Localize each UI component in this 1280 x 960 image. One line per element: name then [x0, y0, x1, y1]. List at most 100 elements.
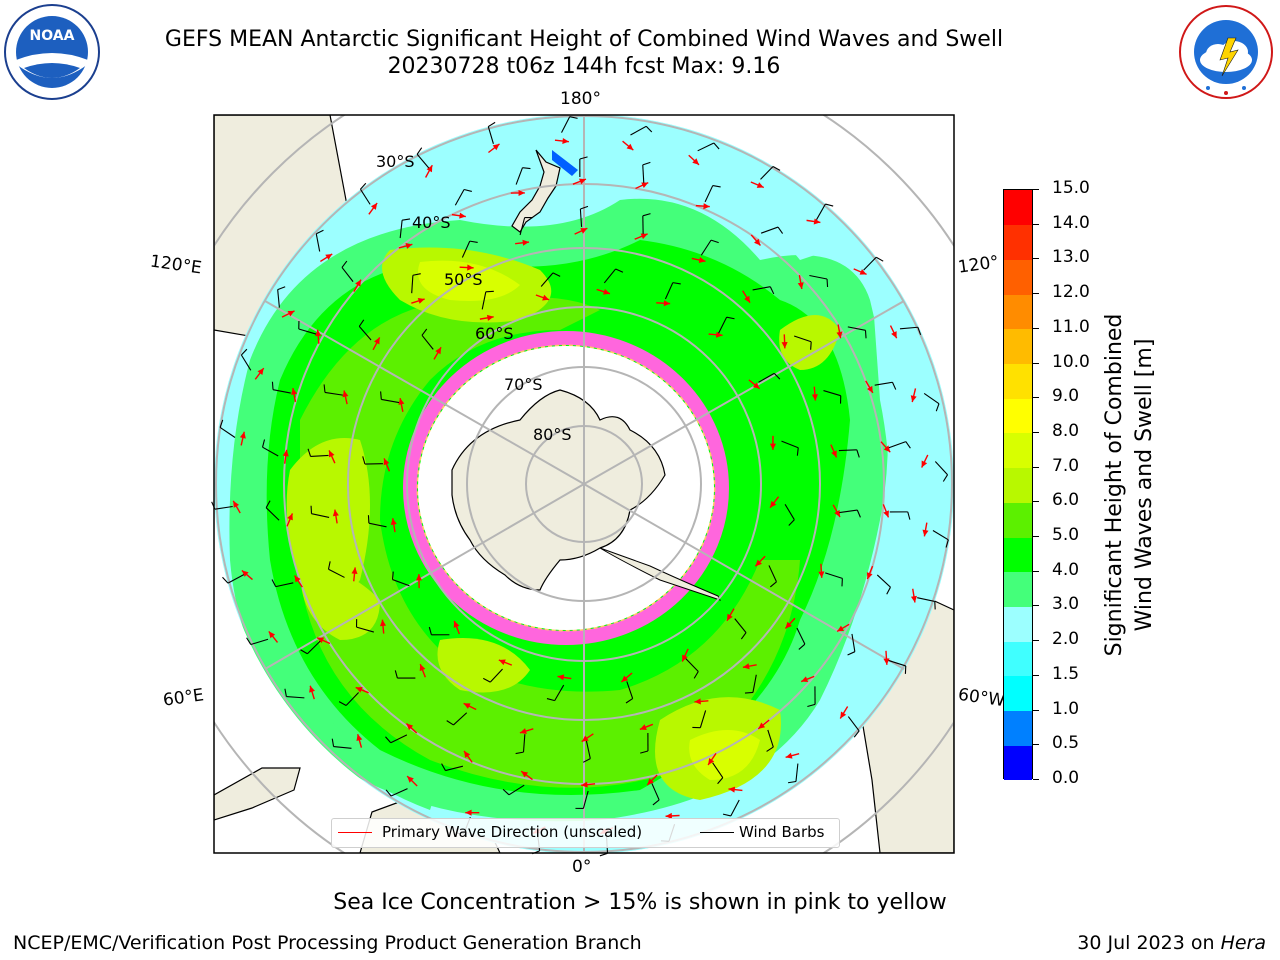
footer-machine: Hera	[1220, 932, 1266, 954]
wave-arrow	[535, 294, 550, 301]
noaa-logo: NOAA	[4, 4, 100, 100]
colorbar-band	[1004, 190, 1032, 226]
wave-arrow	[800, 675, 815, 683]
wind-barb	[766, 729, 774, 752]
wave-arrow	[315, 329, 322, 344]
footer-date: 30 Jul 2023 on Hera	[1077, 932, 1266, 954]
wave-arrow	[519, 728, 534, 734]
wave-arrow	[406, 775, 418, 787]
primary-wave-arrows	[232, 137, 929, 835]
wind-barb	[271, 579, 294, 588]
colorbar-band	[1004, 710, 1032, 746]
wave-arrow	[332, 509, 339, 524]
colorbar-tick-label: 11.0	[1052, 316, 1090, 337]
wave-arrow	[921, 454, 929, 468]
colorbar-tick	[1033, 674, 1039, 676]
wind-barb	[932, 530, 949, 548]
colorbar-tick-label: 7.0	[1052, 455, 1080, 476]
wind-barb	[362, 456, 383, 465]
wind-barb	[823, 390, 842, 404]
wave-arrow	[488, 143, 500, 154]
wave-arrow	[889, 325, 898, 339]
wind-barb	[394, 670, 416, 679]
wave-arrow	[708, 331, 723, 338]
wave-arrow	[830, 444, 838, 458]
wind-barb	[809, 274, 829, 288]
wind-barb	[546, 684, 565, 702]
lat-label-80s: 80°S	[533, 425, 572, 444]
wave-arrow	[695, 203, 710, 210]
wind-barb	[399, 218, 411, 239]
wave-arrow	[836, 324, 843, 339]
wind-barb	[630, 125, 653, 136]
wind-barb	[310, 505, 330, 518]
wave-arrow	[372, 337, 381, 351]
wave-arrow	[750, 181, 765, 189]
wave-arrow	[479, 314, 494, 321]
legend-barb-label: Wind Barbs	[739, 823, 825, 841]
wave-arrow	[665, 812, 680, 819]
wave-arrow	[390, 518, 397, 533]
wind-barb	[411, 273, 421, 294]
wind-barb	[642, 161, 651, 183]
wave-arrow	[453, 620, 461, 635]
wind-barb	[355, 619, 374, 633]
wind-barb	[781, 440, 799, 456]
wind-barb	[697, 142, 720, 152]
wave-arrow	[839, 706, 849, 719]
wave-arrow	[419, 663, 426, 678]
wave-arrow	[282, 449, 289, 464]
lon-label-180: 180°	[560, 89, 601, 109]
wind-barb	[863, 256, 884, 271]
footer-credit: NCEP/EMC/Verification Post Processing Pr…	[13, 932, 642, 954]
colorbar-tick	[1033, 779, 1039, 780]
wave-arrow	[691, 257, 706, 263]
wave-arrow	[463, 750, 473, 763]
wave-arrow	[424, 164, 433, 178]
wave-arrow	[781, 334, 788, 349]
wave-arrow	[368, 202, 378, 215]
wave-arrow	[355, 686, 369, 694]
colorbar-tick	[1033, 258, 1039, 260]
wave-arrow	[398, 243, 413, 249]
colorbar-tick	[1033, 189, 1039, 190]
chart-title: GEFS MEAN Antarctic Significant Height o…	[164, 27, 1004, 52]
wind-barb	[277, 286, 286, 308]
wave-arrow	[882, 504, 890, 518]
colorbar-band	[1004, 745, 1032, 781]
wave-arrow	[639, 723, 654, 731]
wave-arrow	[742, 663, 757, 670]
lon-label-0: 0°	[572, 857, 592, 877]
colorbar-band	[1004, 363, 1032, 399]
wave-arrow	[254, 367, 265, 380]
wind-barb	[515, 167, 531, 185]
wave-arrow	[415, 574, 423, 589]
wave-arrow	[754, 555, 766, 567]
wave-arrow	[785, 752, 800, 759]
wave-arrow	[463, 702, 477, 711]
wind-barb	[416, 147, 430, 169]
lat-label-60s: 60°S	[475, 324, 514, 343]
wave-arrow	[581, 781, 596, 788]
wind-barb	[700, 239, 719, 256]
wind-barb	[240, 348, 252, 371]
wave-arrow	[316, 637, 331, 645]
wave-arrow	[383, 458, 391, 472]
map-frame	[213, 114, 955, 854]
wind-barb	[502, 784, 525, 796]
wind-barb	[515, 734, 526, 755]
wave-arrow	[459, 264, 474, 271]
colorbar-tick	[1033, 223, 1039, 225]
colorbar-title-line1: Significant Height of Combined	[1102, 313, 1127, 657]
wave-arrow	[635, 182, 649, 190]
colorbar-tick-label: 4.0	[1052, 559, 1080, 580]
wind-barb	[582, 740, 591, 763]
wave-arrow	[707, 752, 717, 766]
colorbar-tick	[1033, 397, 1039, 399]
wave-arrow	[634, 233, 648, 240]
colorbar-tick	[1033, 293, 1039, 295]
wind-barb	[651, 783, 660, 806]
wave-arrow	[784, 617, 796, 629]
wind-barb	[391, 571, 410, 587]
